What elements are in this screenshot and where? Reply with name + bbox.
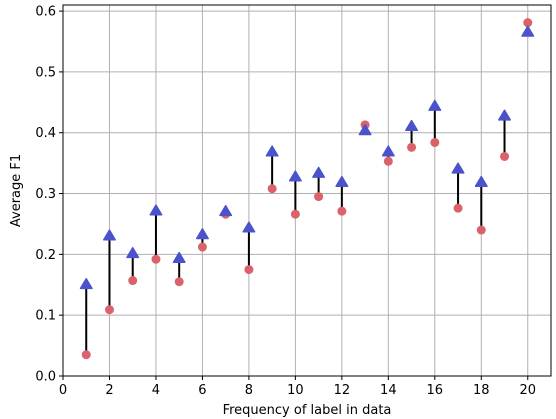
triangle-point <box>126 247 140 259</box>
triangle-point <box>358 124 372 136</box>
circle-point <box>523 18 533 28</box>
x-tick-label: 2 <box>105 383 113 398</box>
x-tick-label: 18 <box>473 383 490 398</box>
triangle-point <box>498 109 511 121</box>
y-axis-label: Average F1 <box>9 154 24 227</box>
y-tick-label: 0.5 <box>35 65 56 80</box>
circle-point <box>314 192 324 202</box>
circle-point <box>337 206 347 216</box>
triangle-point <box>521 25 535 37</box>
circle-point <box>476 225 486 235</box>
x-tick-label: 0 <box>59 383 67 398</box>
triangle-point <box>195 228 209 240</box>
x-tick-label: 10 <box>287 383 304 398</box>
connectors <box>85 22 529 355</box>
triangle-point <box>381 145 395 157</box>
triangle-point <box>451 162 465 174</box>
triangle-point <box>103 229 116 241</box>
y-tick-label: 0.4 <box>35 126 56 141</box>
triangle-point <box>79 278 93 290</box>
y-tick-label: 0.6 <box>35 5 56 20</box>
circle-point <box>500 151 510 161</box>
y-tick-label: 0.2 <box>35 248 56 263</box>
x-tick-label: 6 <box>198 383 206 398</box>
y-tick-label: 0.1 <box>35 309 56 324</box>
circle-point <box>104 305 114 315</box>
triangle-point <box>405 119 419 131</box>
circle-point <box>407 142 417 152</box>
x-tick-label: 20 <box>519 383 536 398</box>
plot-frame <box>62 4 552 377</box>
triangle-point <box>242 221 256 233</box>
y-tick-label: 0.3 <box>35 187 56 202</box>
triangle-point <box>219 205 233 217</box>
x-tick-label: 8 <box>245 383 253 398</box>
series-circle-markers <box>81 18 533 360</box>
circle-point <box>197 242 207 252</box>
triangle-point <box>335 175 349 187</box>
circle-point <box>453 203 463 213</box>
circle-point <box>151 254 161 264</box>
circle-point <box>81 350 91 360</box>
circle-point <box>128 276 138 286</box>
circle-point <box>290 209 300 219</box>
x-tick-label: 12 <box>334 383 351 398</box>
x-axis-label: Frequency of label in data <box>223 403 392 418</box>
circle-point <box>174 277 184 287</box>
circle-point <box>267 184 277 194</box>
triangle-point <box>428 99 442 111</box>
triangle-point <box>474 175 488 187</box>
x-axis-ticks: 0 2 4 6 8 10 12 14 16 18 20 <box>59 376 536 398</box>
triangle-point <box>172 251 186 263</box>
grid <box>62 5 551 377</box>
y-axis-ticks: 0.0 0.1 0.2 0.3 0.4 0.5 0.6 <box>35 5 63 385</box>
triangle-point <box>312 166 326 178</box>
y-tick-label: 0.0 <box>35 370 56 385</box>
x-tick-label: 16 <box>427 383 444 398</box>
circle-point <box>430 137 440 147</box>
triangle-point <box>265 145 279 157</box>
x-tick-label: 4 <box>152 383 160 398</box>
triangle-point <box>288 170 302 182</box>
circle-point <box>244 265 254 275</box>
circle-point <box>383 156 393 166</box>
x-tick-label: 14 <box>380 383 397 398</box>
series-triangle-markers <box>79 25 535 290</box>
triangle-point <box>149 204 163 216</box>
